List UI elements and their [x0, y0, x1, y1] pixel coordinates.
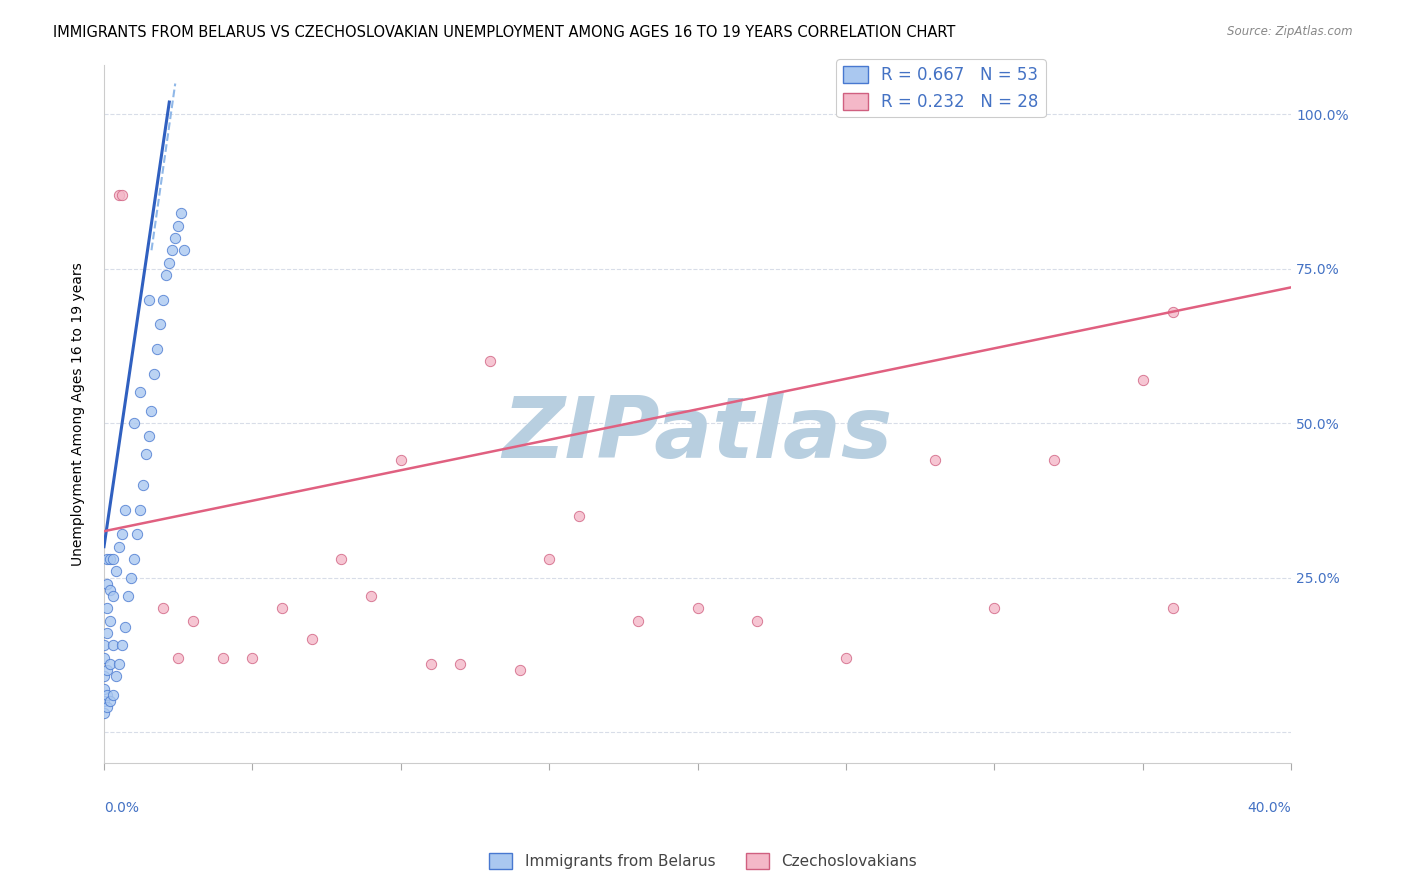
Point [242, 650, 264, 665]
Point [104, 565, 127, 579]
Point [360, 589, 382, 603]
Point [111, 187, 134, 202]
Point [745, 614, 768, 628]
Point [93, 650, 115, 665]
Point [449, 657, 471, 671]
Point [167, 650, 190, 665]
Point [108, 187, 131, 202]
Point [509, 663, 531, 677]
Point [138, 428, 160, 442]
Point [271, 601, 294, 615]
Point [924, 453, 946, 467]
Point [96, 576, 118, 591]
Legend: R = 0.667   N = 53, R = 0.232   N = 28: R = 0.667 N = 53, R = 0.232 N = 28 [837, 60, 1046, 118]
Legend: Immigrants from Belarus, Czechoslovakians: Immigrants from Belarus, Czechoslovakian… [484, 847, 922, 875]
Point [1043, 453, 1066, 467]
Point [93, 694, 115, 708]
Point [835, 650, 858, 665]
Point [101, 639, 124, 653]
Point [96, 552, 118, 566]
Point [93, 669, 115, 683]
Point [98, 614, 121, 628]
Point [128, 385, 150, 400]
Point [111, 527, 134, 541]
Text: Source: ZipAtlas.com: Source: ZipAtlas.com [1227, 25, 1353, 38]
Point [167, 219, 190, 233]
Point [301, 632, 323, 647]
Point [122, 416, 145, 430]
Point [143, 367, 166, 381]
Point [96, 700, 118, 714]
Point [114, 502, 136, 516]
Point [141, 404, 163, 418]
Point [98, 657, 121, 671]
Point [117, 589, 139, 603]
Text: 0.0%: 0.0% [104, 801, 139, 815]
Point [138, 293, 160, 307]
Point [131, 478, 153, 492]
Point [135, 447, 157, 461]
Point [114, 620, 136, 634]
Point [93, 706, 115, 721]
Point [101, 552, 124, 566]
Point [419, 657, 441, 671]
Point [93, 681, 115, 696]
Point [170, 206, 193, 220]
Text: 40.0%: 40.0% [1247, 801, 1291, 815]
Point [330, 552, 353, 566]
Point [155, 268, 177, 282]
Point [98, 694, 121, 708]
Point [108, 657, 131, 671]
Point [627, 614, 650, 628]
Point [108, 540, 131, 554]
Text: IMMIGRANTS FROM BELARUS VS CZECHOSLOVAKIAN UNEMPLOYMENT AMONG AGES 16 TO 19 YEAR: IMMIGRANTS FROM BELARUS VS CZECHOSLOVAKI… [53, 25, 956, 40]
Point [152, 601, 174, 615]
Point [157, 255, 180, 269]
Point [568, 508, 591, 523]
Point [173, 244, 195, 258]
Point [152, 293, 174, 307]
Point [983, 601, 1005, 615]
Point [96, 663, 118, 677]
Point [96, 626, 118, 640]
Point [1132, 373, 1154, 387]
Point [478, 354, 501, 368]
Point [96, 688, 118, 702]
Point [98, 552, 121, 566]
Point [101, 688, 124, 702]
Point [686, 601, 709, 615]
Text: ZIPatlas: ZIPatlas [502, 393, 893, 476]
Point [389, 453, 412, 467]
Point [98, 582, 121, 597]
Point [538, 552, 561, 566]
Point [122, 552, 145, 566]
Point [146, 342, 169, 356]
Point [181, 614, 204, 628]
Point [125, 527, 148, 541]
Y-axis label: Unemployment Among Ages 16 to 19 years: Unemployment Among Ages 16 to 19 years [72, 262, 86, 566]
Point [211, 650, 233, 665]
Point [165, 231, 187, 245]
Point [149, 318, 172, 332]
Point [111, 639, 134, 653]
Point [128, 502, 150, 516]
Point [162, 244, 184, 258]
Point [120, 570, 142, 584]
Point [104, 669, 127, 683]
Point [96, 601, 118, 615]
Point [1161, 601, 1184, 615]
Point [1161, 305, 1184, 319]
Point [93, 639, 115, 653]
Point [101, 589, 124, 603]
